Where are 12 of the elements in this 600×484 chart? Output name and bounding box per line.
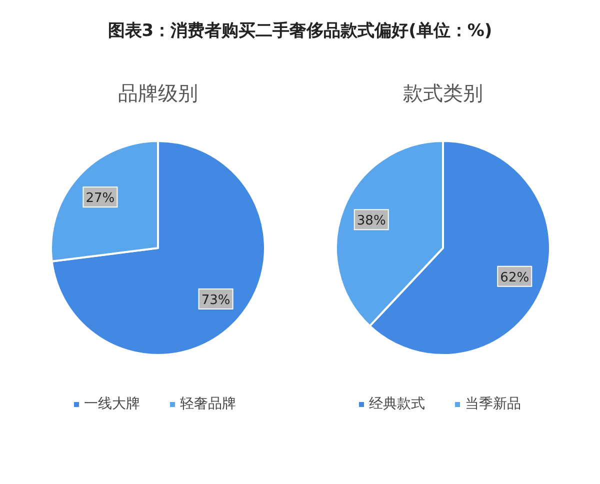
legend-label: 当季新品 [465,396,521,412]
legend-label: 一线大牌 [84,396,140,412]
data-label: 27% [86,191,115,206]
data-label: 38% [356,214,386,229]
text: 图表3：消费者购买二手奢侈品款式偏好(单位：%) [108,21,492,41]
data-label: 62% [500,270,530,286]
pie-slice [50,140,266,356]
chart-subtitle: 款式类别 [403,81,483,105]
legend-label: 轻奢品牌 [180,396,236,412]
data-label: 73% [201,292,230,308]
chart-subtitle: 品牌级别 [118,81,198,105]
legend-label: 经典款式 [369,396,425,412]
